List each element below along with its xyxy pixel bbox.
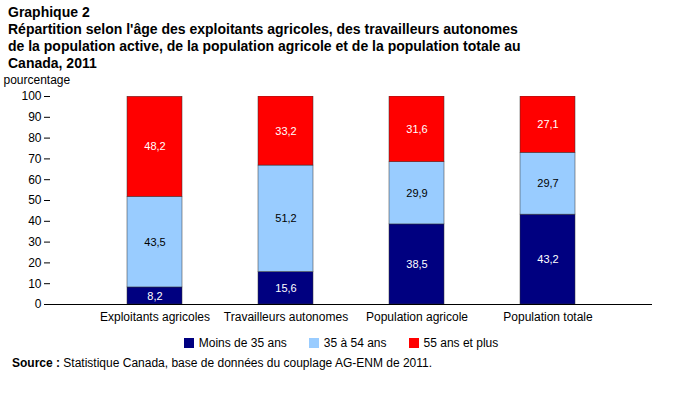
svg-text:38,5: 38,5 (406, 258, 427, 270)
svg-text:Travailleurs autonomes: Travailleurs autonomes (224, 310, 348, 324)
svg-text:60: 60 (28, 173, 42, 187)
svg-text:pourcentage: pourcentage (4, 73, 71, 87)
svg-text:33,2: 33,2 (275, 125, 296, 137)
svg-text:70: 70 (28, 152, 42, 166)
svg-text:29,7: 29,7 (537, 177, 558, 189)
html-text:Répartition selon l'âge des ex: Répartition selon l'âge des exploitants … (8, 21, 521, 71)
svg-text:51,2: 51,2 (275, 212, 296, 224)
svg-text:Population totale: Population totale (503, 310, 593, 324)
svg-text:Exploitants agricoles: Exploitants agricoles (100, 310, 210, 324)
html-text:Moins de 35 ans: Moins de 35 ans (198, 336, 287, 350)
svg-text:15,6: 15,6 (275, 282, 296, 294)
svg-text:48,2: 48,2 (144, 140, 165, 152)
svg-text:40: 40 (28, 214, 42, 228)
svg-text:30: 30 (28, 235, 42, 249)
svg-text:27,1: 27,1 (537, 118, 558, 130)
svg-text:0: 0 (35, 297, 42, 311)
svg-text:50: 50 (28, 193, 42, 207)
svg-text:29,9: 29,9 (406, 187, 427, 199)
svg-text:Population agricole: Population agricole (366, 310, 468, 324)
html-text:55 ans et plus: 55 ans et plus (423, 336, 499, 350)
svg-text:31,6: 31,6 (406, 123, 427, 135)
svg-text:90: 90 (28, 110, 42, 124)
html-text:Source : Statistique Canada, b: Source : Statistique Canada, base de don… (12, 356, 433, 370)
html-text:35 à 54 ans: 35 à 54 ans (323, 336, 387, 350)
svg-text:80: 80 (28, 131, 42, 145)
svg-text:100: 100 (21, 89, 41, 103)
svg-text:8,2: 8,2 (147, 289, 162, 301)
svg-text:20: 20 (28, 256, 42, 270)
html-text:Graphique 2: Graphique 2 (8, 4, 90, 20)
svg-text:43,2: 43,2 (537, 253, 558, 265)
svg-text:43,5: 43,5 (144, 236, 165, 248)
svg-text:10: 10 (28, 277, 42, 291)
